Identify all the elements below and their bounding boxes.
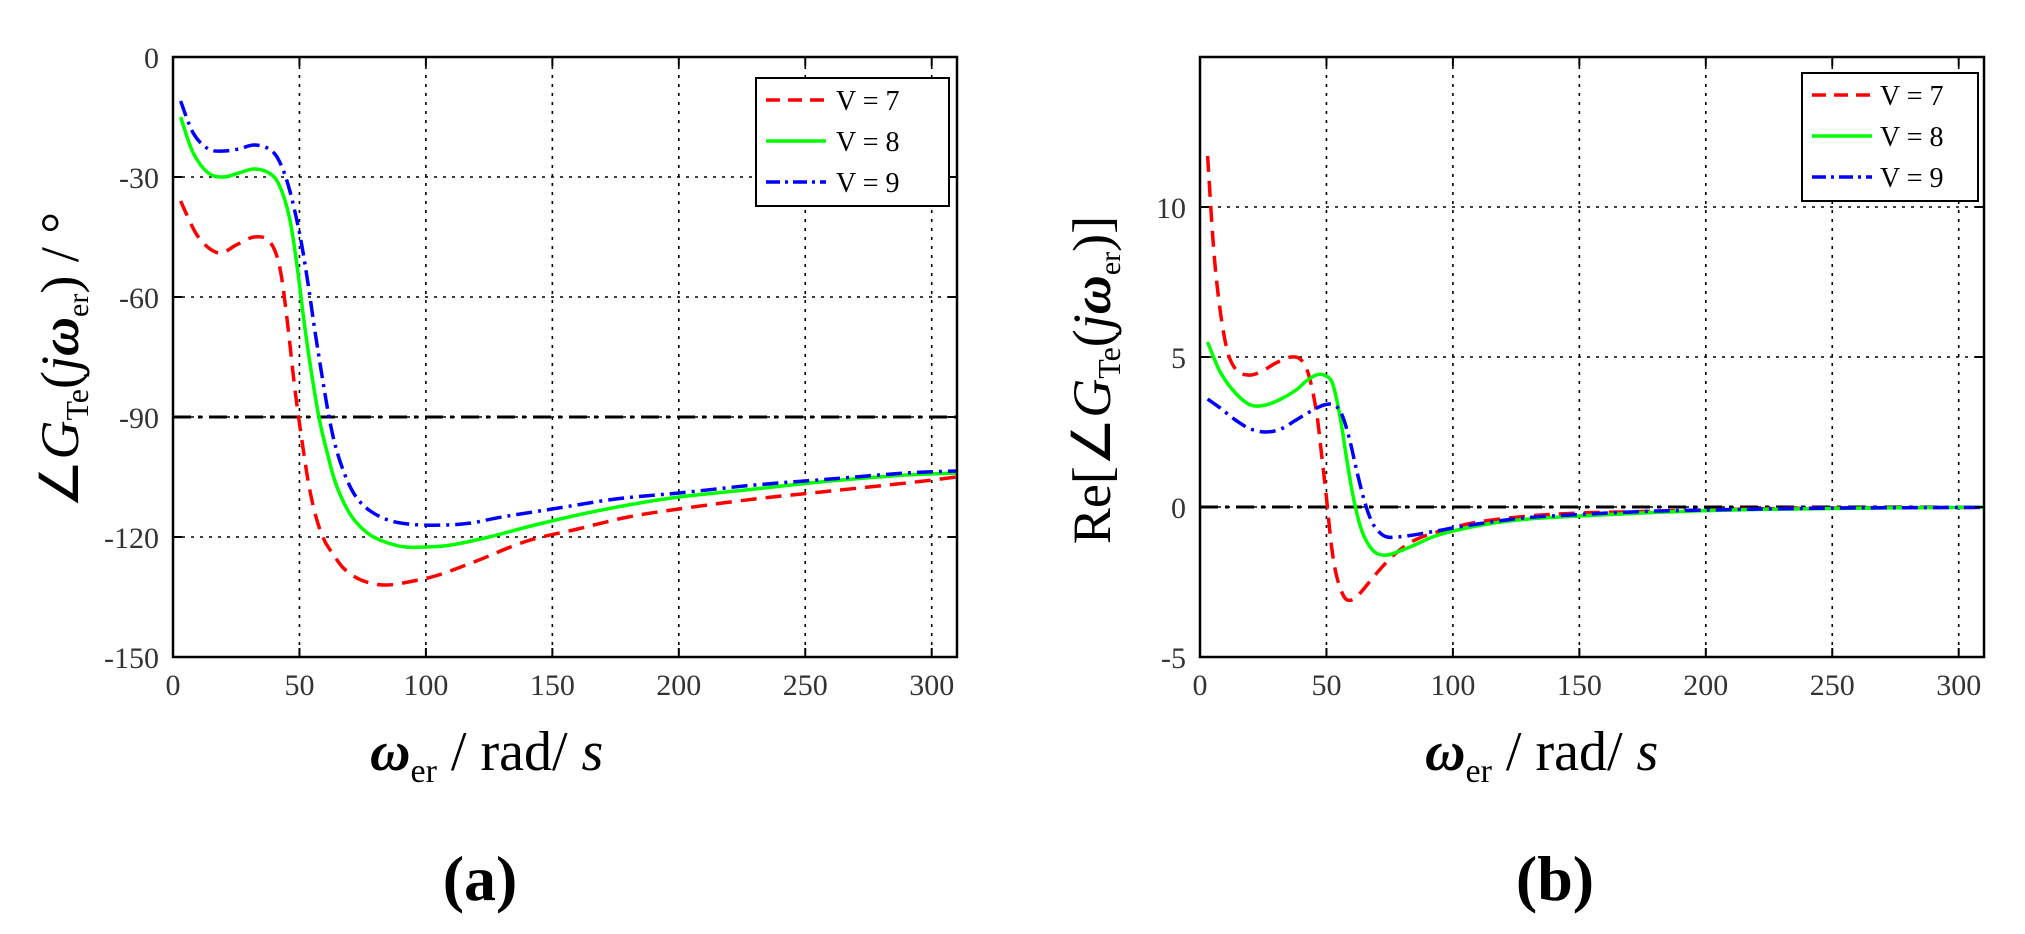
x-axis-label-b: ωer / rad/ s <box>1425 721 1658 790</box>
legend-a: V = 7 V = 8 V = 9 <box>755 77 950 207</box>
chart-a: -150 -120 -90 -60 -30 0 0 50 100 150 200 250 300 V … <box>30 42 959 914</box>
y-axis-label-a-omega: ω <box>30 317 90 356</box>
series-line-a-0 <box>179 200 958 587</box>
y-axis-label-a-sub2: er <box>62 294 95 317</box>
series-line-b-2 <box>1206 397 1985 540</box>
series-group-b <box>1205 155 1985 603</box>
y-axis-label-b-sub: Te <box>1091 347 1127 379</box>
x-tick-labels-b: 0 50 100 150 200 250 300 <box>1193 669 1982 702</box>
y-axis-label-b-close: )] <box>1062 216 1122 252</box>
x-tick-label-b-6: 300 <box>1936 669 1981 702</box>
x-tick-label-b-3: 150 <box>1557 669 1602 702</box>
x-axis-label-b-unit: / rad/ <box>1492 721 1637 783</box>
series-line-a-1 <box>178 116 958 550</box>
y-axis-label-a-open: ( <box>30 371 90 389</box>
x-axis-label-a-sub: er <box>411 753 438 790</box>
x-tick-label-b-4: 200 <box>1683 669 1728 702</box>
series-line-a-2 <box>178 100 958 527</box>
y-axis-label-b-prefix: Re[∠ <box>1062 418 1122 544</box>
x-axis-label-b-symbol: ω <box>1425 721 1466 783</box>
x-tick-label-b-0: 0 <box>1193 669 1208 702</box>
x-axis-label-b-sub: er <box>1466 753 1493 790</box>
y-tick-label-b-0: -5 <box>1161 642 1186 675</box>
x-axis-label-a: ωer / rad/ s <box>370 721 603 790</box>
x-tick-label-a-4: 200 <box>656 669 701 702</box>
y-axis-label-a-sub: Te <box>59 389 95 421</box>
y-tick-label-a-3: -60 <box>119 282 159 315</box>
x-axis-label-a-symbol: ω <box>370 721 411 783</box>
x-tick-label-a-3: 150 <box>530 669 575 702</box>
legend-b-label-1: V = 8 <box>1880 122 1944 153</box>
y-tick-label-b-3: 10 <box>1156 192 1186 225</box>
x-axis-label-a-unit-ital: s <box>582 721 604 783</box>
x-axis-label-a-unit: / rad/ <box>437 721 582 783</box>
ticks-b <box>1199 57 1984 658</box>
ticks-a <box>172 56 957 658</box>
y-tick-label-a-1: -120 <box>104 522 159 555</box>
x-tick-label-a-5: 250 <box>783 669 828 702</box>
y-axis-label-a: ∠GTe(jωer) / ° <box>30 212 95 508</box>
y-tick-label-b-2: 5 <box>1171 342 1186 375</box>
y-axis-label-a-close: ) <box>30 276 90 294</box>
x-tick-label-a-1: 50 <box>284 669 314 702</box>
y-tick-labels-b: -5 0 5 10 <box>1156 192 1186 675</box>
series-group-a <box>178 100 958 587</box>
y-axis-label-a-unit: / ° <box>30 212 90 276</box>
y-axis-label-b: Re[∠GTe(jωer)] <box>1062 216 1127 544</box>
x-tick-label-b-2: 100 <box>1430 669 1475 702</box>
y-tick-label-a-5: 0 <box>144 42 159 75</box>
panel-label-a: (a) <box>443 843 518 914</box>
x-tick-label-a-6: 300 <box>909 669 954 702</box>
y-axis-label-b-open: ( <box>1062 329 1122 347</box>
legend-a-label-1: V = 8 <box>836 127 900 158</box>
y-axis-label-a-prefix: ∠ <box>30 460 90 508</box>
x-axis-label-b-unit-ital: s <box>1637 721 1659 783</box>
y-tick-label-a-4: -30 <box>119 162 159 195</box>
y-axis-label-b-j: j <box>1062 314 1122 335</box>
y-tick-label-b-1: 0 <box>1171 492 1186 525</box>
plot-frame-a <box>171 55 959 659</box>
x-tick-label-a-0: 0 <box>166 669 181 702</box>
y-axis-label-b-func: G <box>1062 379 1122 418</box>
legend-a-label-2: V = 9 <box>836 168 900 199</box>
y-tick-label-a-2: -90 <box>119 402 159 435</box>
y-axis-label-a-j: j <box>30 356 90 377</box>
series-line-b-1 <box>1205 341 1985 557</box>
x-tick-labels-a: 0 50 100 150 200 250 300 <box>166 669 955 702</box>
y-axis-label-b-omega: ω <box>1062 275 1122 314</box>
panel-label-b: (b) <box>1516 843 1594 914</box>
legend-b-label-2: V = 9 <box>1880 163 1944 194</box>
legend-b: V = 7 V = 8 V = 9 <box>1801 72 1979 202</box>
x-tick-label-a-2: 100 <box>403 669 448 702</box>
y-axis-label-b-sub2: er <box>1094 252 1127 275</box>
x-tick-label-b-5: 250 <box>1810 669 1855 702</box>
x-tick-label-b-1: 50 <box>1311 669 1341 702</box>
legend-b-label-0: V = 7 <box>1880 81 1944 112</box>
y-axis-label-a-func: G <box>30 421 90 460</box>
y-tick-labels-a: -150 -120 -90 -60 -30 0 <box>104 42 159 675</box>
legend-a-label-0: V = 7 <box>836 86 900 117</box>
y-tick-label-a-0: -150 <box>104 642 159 675</box>
